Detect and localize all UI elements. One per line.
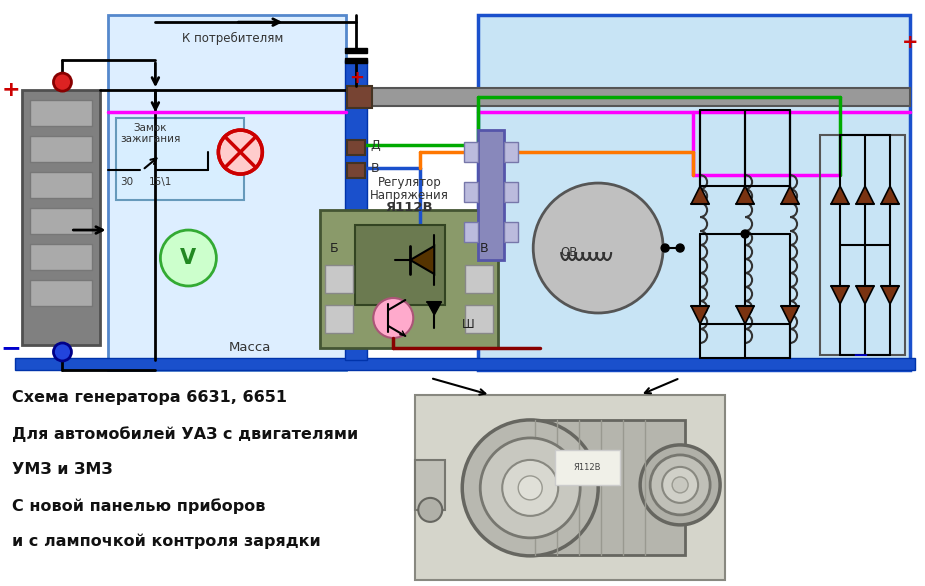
- Text: С новой панелью приборов: С новой панелью приборов: [12, 498, 266, 513]
- Polygon shape: [831, 286, 849, 304]
- Bar: [347, 140, 365, 155]
- Bar: [320, 210, 499, 348]
- Polygon shape: [881, 286, 899, 304]
- Bar: [31, 172, 92, 198]
- Circle shape: [533, 183, 663, 313]
- Bar: [31, 100, 92, 126]
- Bar: [464, 222, 478, 242]
- Bar: [415, 395, 725, 580]
- Polygon shape: [856, 286, 874, 304]
- Bar: [345, 58, 367, 63]
- Bar: [31, 208, 92, 234]
- Text: V: V: [180, 248, 196, 268]
- Text: Я112В: Я112В: [386, 200, 433, 213]
- Bar: [464, 142, 478, 162]
- Bar: [555, 450, 620, 485]
- Circle shape: [160, 230, 216, 286]
- Bar: [478, 15, 910, 370]
- Circle shape: [418, 498, 442, 522]
- Text: Напряжения: Напряжения: [370, 189, 449, 202]
- Text: +: +: [902, 33, 919, 52]
- Bar: [415, 460, 445, 510]
- Polygon shape: [781, 186, 799, 204]
- Circle shape: [662, 467, 698, 503]
- Circle shape: [672, 477, 688, 493]
- Polygon shape: [427, 302, 441, 315]
- Text: и с лампочкой контроля зарядки: и с лампочкой контроля зарядки: [12, 534, 321, 549]
- Bar: [22, 90, 101, 345]
- Text: Ш: Ш: [462, 318, 475, 332]
- Circle shape: [741, 230, 749, 238]
- Bar: [326, 265, 353, 293]
- Bar: [465, 265, 493, 293]
- Bar: [464, 182, 478, 202]
- Text: УМЗ и ЗМЗ: УМЗ и ЗМЗ: [12, 462, 113, 477]
- Bar: [347, 86, 372, 108]
- Text: Для автомобилей УАЗ с двигателями: Для автомобилей УАЗ с двигателями: [12, 426, 359, 442]
- Text: Я112В: Я112В: [574, 464, 601, 472]
- Text: Замок: Замок: [133, 123, 167, 133]
- Circle shape: [54, 73, 71, 91]
- Bar: [326, 305, 353, 333]
- Bar: [530, 420, 685, 555]
- Circle shape: [462, 420, 598, 556]
- Circle shape: [54, 343, 71, 361]
- Polygon shape: [736, 186, 754, 204]
- Bar: [108, 15, 346, 370]
- Circle shape: [502, 460, 558, 516]
- Text: В: В: [370, 162, 379, 175]
- Text: —: —: [853, 348, 867, 362]
- Polygon shape: [736, 306, 754, 324]
- Text: Масса: Масса: [229, 342, 272, 355]
- Circle shape: [218, 130, 263, 174]
- Text: В: В: [480, 241, 488, 254]
- Bar: [351, 88, 910, 106]
- Bar: [355, 225, 445, 305]
- Polygon shape: [831, 186, 849, 204]
- Text: Б: Б: [330, 241, 339, 254]
- Text: +: +: [1, 80, 19, 100]
- Text: Регулятор: Регулятор: [377, 176, 441, 189]
- Bar: [347, 163, 365, 178]
- Text: Д: Д: [370, 138, 380, 152]
- Bar: [465, 305, 493, 333]
- Circle shape: [480, 438, 580, 538]
- Polygon shape: [691, 186, 709, 204]
- Bar: [16, 358, 915, 370]
- Text: +: +: [349, 69, 364, 87]
- Polygon shape: [781, 306, 799, 324]
- Circle shape: [650, 455, 710, 515]
- Text: зажигания: зажигания: [120, 134, 180, 144]
- Bar: [478, 130, 504, 260]
- Bar: [504, 182, 518, 202]
- Circle shape: [374, 298, 413, 338]
- Text: 30: 30: [120, 177, 133, 187]
- Bar: [345, 48, 367, 53]
- Bar: [504, 222, 518, 242]
- Bar: [504, 142, 518, 162]
- Polygon shape: [881, 186, 899, 204]
- Text: К потребителям: К потребителям: [181, 32, 283, 45]
- Circle shape: [676, 244, 684, 252]
- Polygon shape: [411, 246, 434, 274]
- Text: ОВ: ОВ: [561, 246, 577, 258]
- Circle shape: [661, 244, 669, 252]
- Circle shape: [518, 476, 542, 500]
- Bar: [31, 136, 92, 162]
- Bar: [345, 60, 367, 360]
- Bar: [117, 118, 244, 200]
- Bar: [31, 244, 92, 270]
- Circle shape: [640, 445, 720, 525]
- Bar: [820, 135, 905, 355]
- Bar: [31, 280, 92, 306]
- Polygon shape: [856, 186, 874, 204]
- Text: 15\1: 15\1: [148, 177, 172, 187]
- Polygon shape: [691, 306, 709, 324]
- Text: −: −: [0, 336, 21, 360]
- Text: Схема генератора 6631, 6651: Схема генератора 6631, 6651: [12, 390, 288, 405]
